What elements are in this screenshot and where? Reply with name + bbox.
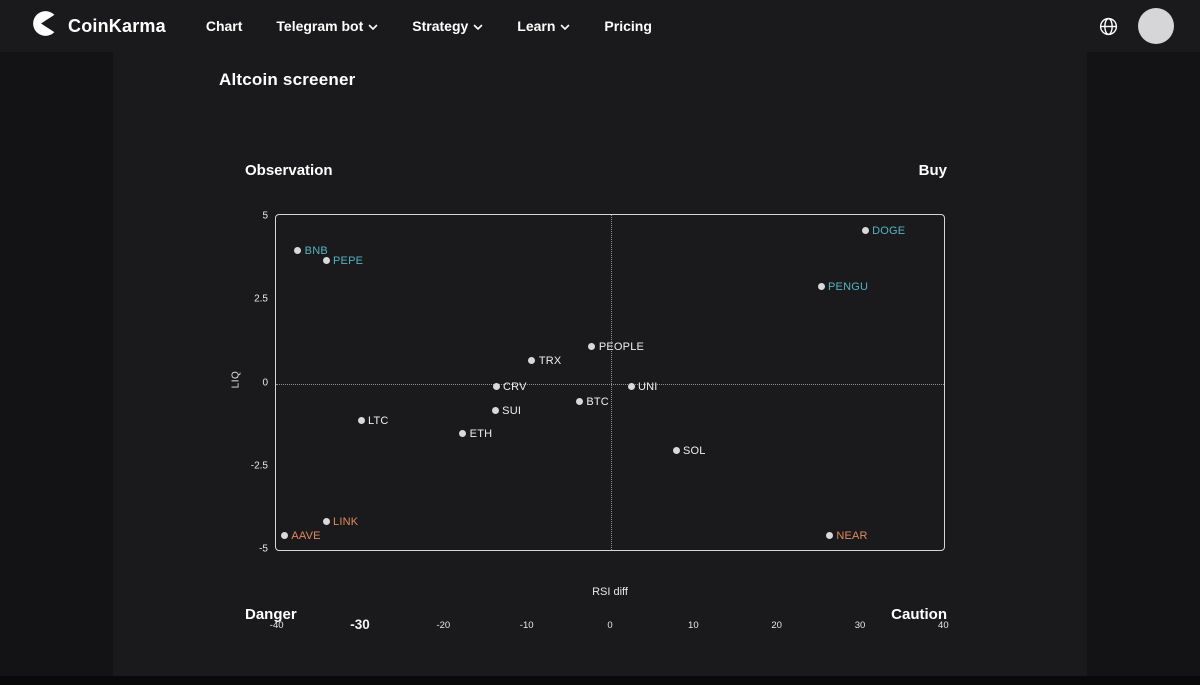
y-tick--2.5: -2.5 xyxy=(250,460,268,472)
point-pepe[interactable] xyxy=(322,256,330,264)
quadrant-labels-top: Observation Buy xyxy=(245,162,947,179)
point-sui[interactable] xyxy=(491,406,499,414)
chevron-down-icon xyxy=(368,18,378,34)
nav-item-pricing[interactable]: Pricing xyxy=(604,18,652,34)
zero-line-vertical xyxy=(611,215,612,550)
point-label-trx: TRX xyxy=(538,354,562,367)
nav-item-learn[interactable]: Learn xyxy=(517,18,570,34)
point-doge[interactable] xyxy=(861,226,869,234)
point-label-eth: ETH xyxy=(469,428,493,441)
nav-menu: Chart Telegram bot Strategy Learn Pricing xyxy=(206,18,652,34)
zero-line-horizontal xyxy=(276,383,944,385)
x-tick-10: 10 xyxy=(688,620,699,631)
point-ltc[interactable] xyxy=(357,416,365,424)
nav-item-strategy[interactable]: Strategy xyxy=(412,18,483,34)
point-label-sui: SUI xyxy=(502,404,522,417)
point-uni[interactable] xyxy=(627,383,635,391)
x-axis-ticks: -40 -30 -20 -10 0 10 20 30 40 xyxy=(270,617,949,642)
point-label-uni: UNI xyxy=(638,381,658,394)
point-link[interactable] xyxy=(322,518,330,526)
language-globe-icon[interactable] xyxy=(1097,15,1119,37)
point-label-bnb: BNB xyxy=(304,244,328,257)
x-tick--40: -40 xyxy=(269,620,284,631)
y-tick-2.5: 2.5 xyxy=(254,293,268,305)
point-aave[interactable] xyxy=(280,531,288,539)
point-pengu[interactable] xyxy=(817,283,825,291)
user-avatar[interactable] xyxy=(1138,8,1174,44)
x-axis-title: RSI diff xyxy=(592,586,628,598)
point-label-doge: DOGE xyxy=(872,224,906,237)
coinkarma-logo-icon xyxy=(32,10,61,42)
y-tick--5: -5 xyxy=(259,543,268,555)
point-trx[interactable] xyxy=(528,356,536,364)
quadrant-observation: Observation xyxy=(245,162,333,179)
point-eth[interactable] xyxy=(459,430,467,438)
brand[interactable]: CoinKarma xyxy=(32,10,166,42)
point-crv[interactable] xyxy=(492,383,500,391)
point-label-people: PEOPLE xyxy=(598,341,645,354)
y-tick-0: 0 xyxy=(262,377,268,388)
point-btc[interactable] xyxy=(575,398,583,406)
quadrant-labels-bottom: Danger Caution xyxy=(245,606,947,623)
x-tick--10: -10 xyxy=(519,620,534,631)
nav-item-chart[interactable]: Chart xyxy=(205,18,243,34)
page-title: Altcoin screener xyxy=(219,70,356,89)
point-people[interactable] xyxy=(588,343,596,351)
footer-strip xyxy=(0,676,1200,685)
point-near[interactable] xyxy=(825,531,833,539)
x-tick-40: 40 xyxy=(938,620,949,631)
content-panel: Altcoin screener Observation Buy LIQ 5 2.… xyxy=(113,52,1087,676)
point-label-near: NEAR xyxy=(836,529,868,542)
chevron-down-icon xyxy=(560,18,570,34)
point-label-ltc: LTC xyxy=(368,414,389,427)
quadrant-buy: Buy xyxy=(918,162,947,179)
chevron-down-icon xyxy=(473,18,483,34)
quadrant-danger: Danger xyxy=(245,606,297,623)
point-sol[interactable] xyxy=(672,446,680,454)
point-label-sol: SOL xyxy=(683,444,706,457)
point-bnb[interactable] xyxy=(294,246,302,254)
x-tick--30: -30 xyxy=(350,617,370,632)
point-label-pengu: PENGU xyxy=(828,281,869,294)
point-label-btc: BTC xyxy=(586,396,609,409)
brand-name: CoinKarma xyxy=(68,15,166,36)
top-nav: CoinKarma Chart Telegram bot Strategy Learn… xyxy=(0,0,1200,52)
nav-item-telegram-bot[interactable]: Telegram bot xyxy=(276,18,378,34)
x-tick-30: 30 xyxy=(854,620,866,631)
x-tick--20: -20 xyxy=(436,620,451,631)
y-tick-5: 5 xyxy=(262,210,268,222)
point-label-aave: AAVE xyxy=(291,529,321,542)
y-axis-ticks: 5 2.5 0 -2.5 -5 xyxy=(213,210,268,555)
scatter-plot[interactable]: DOGE BNB PEPE PENGU PEOPLE TRX CRV UNI BTC SUI LTC… xyxy=(275,214,945,551)
quadrant-caution: Caution xyxy=(891,606,947,623)
x-tick-20: 20 xyxy=(771,620,782,631)
point-label-pepe: PEPE xyxy=(333,254,364,267)
point-label-link: LINK xyxy=(333,516,359,529)
x-tick-0: 0 xyxy=(607,620,613,631)
point-label-crv: CRV xyxy=(503,381,527,394)
